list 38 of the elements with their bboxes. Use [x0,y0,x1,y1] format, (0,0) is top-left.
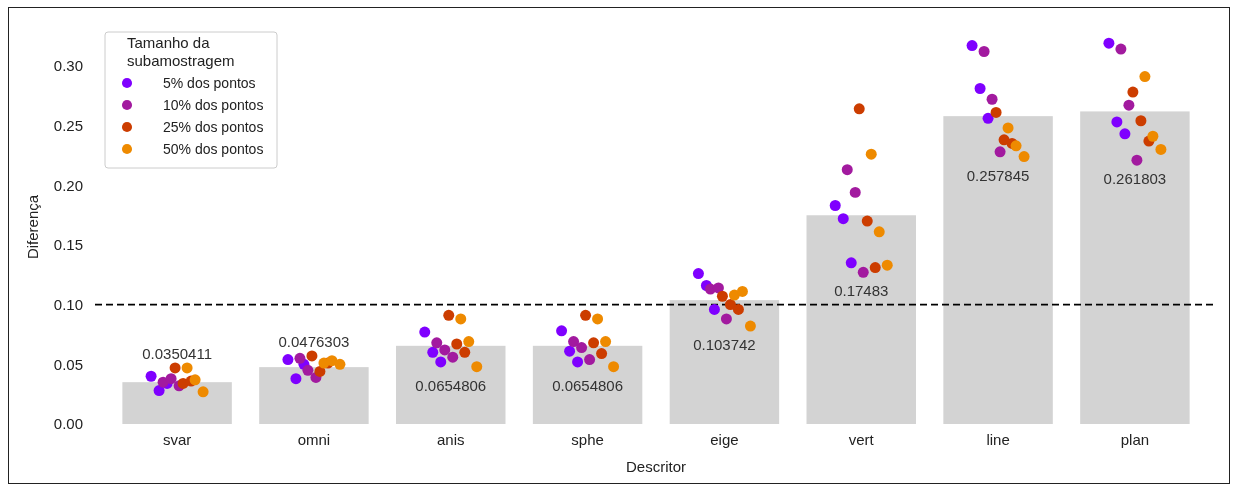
data-label: 0.17483 [834,282,889,300]
y-tick-label: 0.00 [53,415,83,433]
legend-label: 5% dos pontos [163,75,256,91]
bar [532,345,643,424]
bar [943,116,1053,424]
x-tick-label: anis [436,430,465,448]
y-tick-label: 0.30 [53,57,83,75]
y-tick-label: 0.25 [53,116,83,134]
data-label: 0.0654806 [552,376,624,394]
y-tick-label: 0.10 [53,295,83,313]
data-label: 0.103742 [693,336,756,354]
y-tick-label: 0.05 [53,355,83,373]
x-tick-label: vert [848,430,875,448]
x-tick-label: svar [162,430,192,448]
data-label: 0.0350411 [142,344,212,362]
data-label: 0.0476303 [278,332,350,350]
y-axis-title: Diferença [24,194,41,260]
x-tick-label: eige [710,430,739,448]
data-label: 0.257845 [966,166,1030,184]
legend-label: 50% dos pontos [163,141,264,157]
x-tick-label: plan [1120,430,1150,448]
legend-title: Tamanho da subamostragem [127,34,235,69]
bar [1080,111,1190,424]
y-tick-label: 0.20 [53,176,83,194]
legend-label: 10% dos pontos [163,97,264,113]
bar [122,382,232,424]
data-label: 0.0654806 [415,376,487,394]
legend-label: 25% dos pontos [163,119,264,135]
x-tick-label: sphe [571,430,604,448]
y-tick-label: 0.15 [53,236,83,254]
x-axis-title: Descritor [625,458,687,475]
data-label: 0.261803 [1103,170,1167,188]
x-tick-label: omni [297,430,331,448]
bar [669,300,780,424]
bar [806,215,916,424]
x-tick-label: line [986,430,1010,448]
bar [259,367,369,424]
bar [396,345,506,424]
